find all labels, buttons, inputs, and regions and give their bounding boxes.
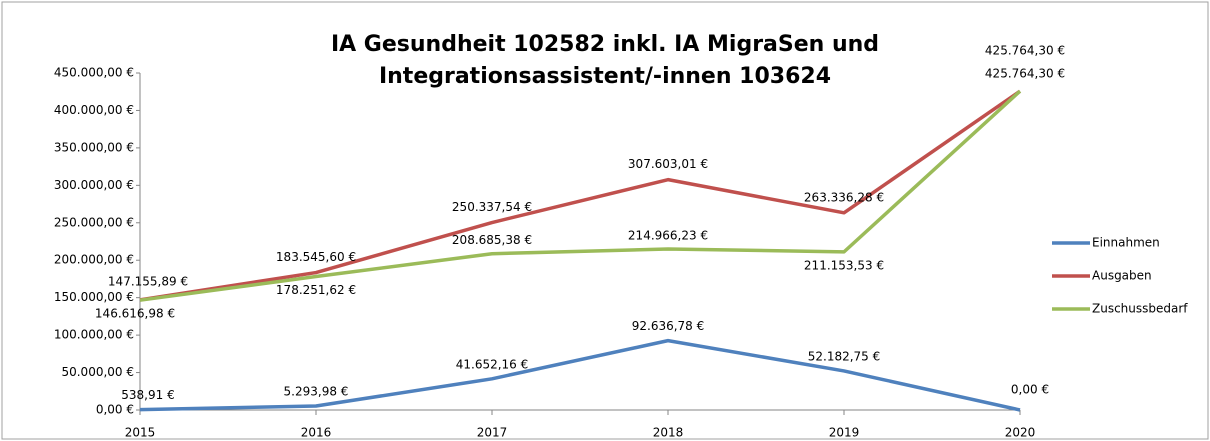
data-label: 425.764,30 € <box>985 44 1065 58</box>
data-label: 425.764,30 € <box>985 67 1065 81</box>
y-tick-label: 0,00 € <box>96 403 134 417</box>
x-tick-label: 2017 <box>477 426 508 440</box>
data-label: 250.337,54 € <box>452 200 532 214</box>
line-2 <box>139 89 1022 302</box>
chart-title: Integrationsassistent/-innen 103624 <box>379 64 831 89</box>
x-tick-label: 2015 <box>125 426 156 440</box>
data-label: 147.155,89 € <box>108 274 188 288</box>
y-tick-label: 300.000,00 € <box>54 178 134 192</box>
data-label: 211.153,53 € <box>804 258 884 272</box>
data-label: 92.636,78 € <box>632 319 705 333</box>
data-label: 52.182,75 € <box>808 349 881 363</box>
data-label: 183.545,60 € <box>276 250 356 264</box>
y-tick-label: 200.000,00 € <box>54 253 134 267</box>
data-label: 41.652,16 € <box>456 357 529 371</box>
data-label: 178.251,62 € <box>276 283 356 297</box>
legend-label: Einnahmen <box>1092 236 1160 250</box>
data-label: 214.966,23 € <box>628 229 708 243</box>
line-0 <box>139 338 1021 412</box>
y-tick-label: 50.000,00 € <box>61 365 134 379</box>
data-label: 538,91 € <box>121 388 174 402</box>
y-tick-label: 250.000,00 € <box>54 215 134 229</box>
x-tick-label: 2019 <box>829 426 860 440</box>
y-tick-label: 350.000,00 € <box>54 140 134 154</box>
data-label: 0,00 € <box>1011 383 1049 397</box>
data-label: 263.336,28 € <box>804 190 884 204</box>
legend-label: Zuschussbedarf <box>1092 302 1188 316</box>
y-tick-label: 450.000,00 € <box>54 66 134 80</box>
y-tick-label: 150.000,00 € <box>54 290 134 304</box>
data-label: 146.616,98 € <box>95 307 175 321</box>
chart-title: IA Gesundheit 102582 inkl. IA MigraSen u… <box>331 32 879 57</box>
x-tick-label: 2020 <box>1005 426 1036 440</box>
line-1 <box>139 89 1021 302</box>
x-tick-label: 2016 <box>301 426 332 440</box>
y-tick-label: 100.000,00 € <box>54 328 134 342</box>
data-label: 208.685,38 € <box>452 233 532 247</box>
legend-label: Ausgaben <box>1092 269 1152 283</box>
data-label: 5.293,98 € <box>284 385 349 399</box>
y-tick-label: 400.000,00 € <box>54 103 134 117</box>
data-label: 307.603,01 € <box>628 157 708 171</box>
x-tick-label: 2018 <box>653 426 684 440</box>
